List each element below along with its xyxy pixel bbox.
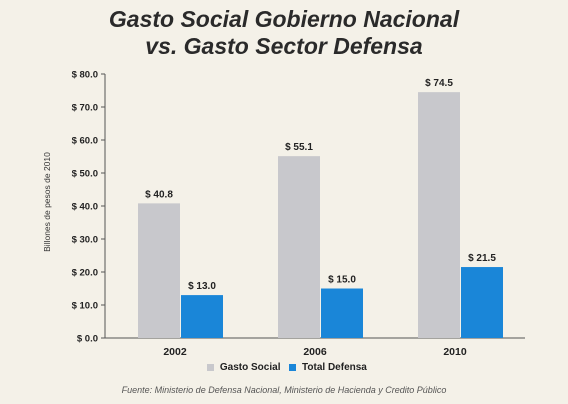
data-label: $ 74.5	[425, 78, 453, 89]
y-tick-label: $ 70.0	[72, 103, 98, 114]
data-label: $ 15.0	[328, 275, 356, 286]
data-label: $ 13.0	[188, 281, 216, 292]
bar-gasto-social	[418, 92, 460, 339]
y-tick-label: $ 30.0	[72, 235, 98, 246]
data-label: $ 55.1	[285, 142, 313, 153]
y-tick-label: $ 80.0	[72, 70, 98, 81]
bar-total-defensa	[461, 267, 503, 338]
y-axis-label: Billones de pesos de 2010	[42, 152, 52, 252]
chart-title-line2: vs. Gasto Sector Defensa	[145, 33, 423, 59]
bar-total-defensa	[181, 295, 223, 338]
x-tick-label: 2002	[163, 346, 187, 358]
x-tick-label: 2006	[303, 346, 327, 358]
x-tick-label: 2010	[443, 346, 467, 358]
legend-swatch-total-defensa	[289, 364, 297, 371]
chart-title: Gasto Social Gobierno Nacional vs. Gasto…	[0, 6, 568, 60]
legend: Gasto Social Total Defensa	[0, 362, 568, 373]
legend-swatch-gasto-social	[207, 364, 215, 371]
bar-gasto-social	[278, 156, 320, 338]
chart-title-line1: Gasto Social Gobierno Nacional	[108, 6, 460, 32]
legend-label-gasto-social: Gasto Social	[219, 362, 281, 373]
legend-label-total-defensa: Total Defensa	[302, 362, 367, 373]
y-tick-label: $ 50.0	[72, 169, 98, 180]
bar-gasto-social	[138, 203, 180, 338]
y-tick-label: $ 60.0	[72, 136, 98, 147]
data-label: $ 40.8	[145, 189, 173, 200]
bar-total-defensa	[321, 288, 363, 338]
y-tick-label: $ 10.0	[72, 301, 98, 312]
y-tick-label: $ 20.0	[72, 268, 98, 279]
y-tick-label: $ 0.0	[77, 334, 98, 345]
data-label: $ 21.5	[468, 253, 496, 264]
source-note: Fuente: Ministerio de Defensa Nacional, …	[121, 385, 447, 395]
y-tick-label: $ 40.0	[72, 202, 98, 213]
